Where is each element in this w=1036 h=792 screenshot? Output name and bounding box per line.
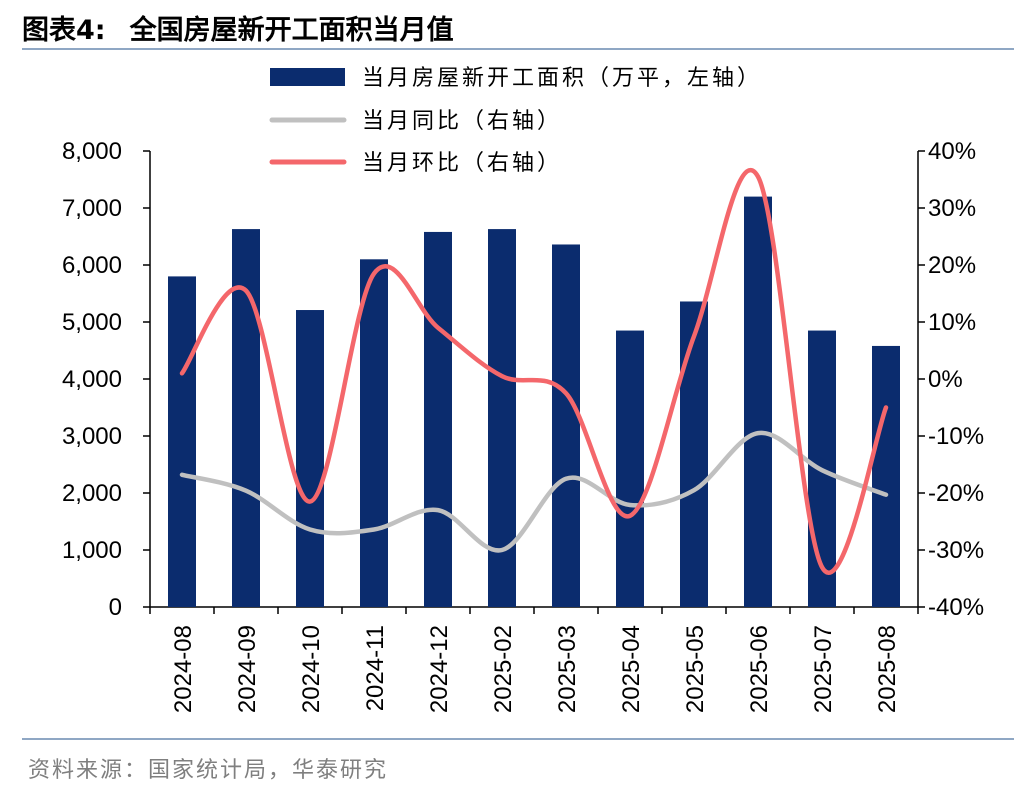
left-tick-label: 4,000: [62, 366, 122, 393]
left-tick-label: 8,000: [62, 138, 122, 165]
right-tick-label: -20%: [928, 480, 984, 507]
x-tick-label: 2024-08: [170, 625, 197, 713]
x-tick-label: 2025-05: [682, 625, 709, 713]
bar: [680, 301, 708, 607]
right-tick-label: -30%: [928, 537, 984, 564]
right-tick-label: 30%: [928, 195, 976, 222]
bar: [360, 259, 388, 607]
legend-label: 当月房屋新开工面积（万平，左轴）: [362, 66, 762, 91]
right-tick-label: 40%: [928, 138, 976, 165]
right-tick-label: -10%: [928, 423, 984, 450]
chart-title: 图表4: 全国房屋新开工面积当月值: [22, 8, 454, 47]
right-tick-label: -40%: [928, 594, 984, 621]
bar: [424, 231, 452, 607]
left-tick-label: 0: [109, 594, 122, 621]
bar: [616, 330, 644, 607]
legend-label: 当月同比（右轴）: [362, 109, 562, 134]
bars-group: [168, 196, 900, 608]
legend: 当月房屋新开工面积（万平，左轴） 当月同比（右轴） 当月环比（右轴）: [269, 66, 762, 176]
x-tick-label: 2025-02: [490, 625, 517, 713]
bar: [552, 244, 580, 608]
bar: [744, 196, 772, 607]
right-tick-label: 10%: [928, 309, 976, 336]
right-tick-label: 0%: [928, 366, 963, 393]
right-tick-label: 20%: [928, 252, 976, 279]
bar: [296, 310, 324, 607]
top-rule: [22, 48, 1014, 50]
x-tick-label: 2025-04: [618, 625, 645, 713]
figure-label: 图表4:: [22, 15, 106, 46]
x-tick-label: 2025-06: [746, 625, 773, 713]
mom-line: [179, 167, 889, 575]
left-tick-label: 5,000: [62, 309, 122, 336]
left-tick-label: 7,000: [62, 195, 122, 222]
lines-group: [179, 167, 889, 575]
x-tick-label: 2024-10: [298, 625, 325, 713]
legend-swatch-bar: [270, 68, 345, 86]
bottom-rule: [22, 738, 1014, 740]
source-note: 资料来源：国家统计局，华泰研究: [28, 758, 389, 783]
x-tick-label: 2025-07: [810, 625, 837, 713]
left-tick-label: 6,000: [62, 252, 122, 279]
bar: [168, 276, 196, 607]
x-tick-label: 2025-03: [554, 625, 581, 713]
left-tick-label: 1,000: [62, 537, 122, 564]
axes: 0 1,000 2,000 3,000 4,000 5,000 6,000 7,000 8,00…: [62, 138, 984, 713]
x-tick-label: 2024-09: [234, 625, 261, 713]
left-tick-label: 3,000: [62, 423, 122, 450]
x-tick-label: 2024-12: [426, 625, 453, 713]
title-text: 全国房屋新开工面积当月值: [129, 15, 454, 46]
bar: [872, 345, 900, 607]
legend-label: 当月环比（右轴）: [362, 151, 562, 176]
x-tick-label: 2024-11: [362, 625, 389, 711]
x-tick-label: 2025-08: [874, 625, 901, 713]
left-tick-label: 2,000: [62, 480, 122, 507]
